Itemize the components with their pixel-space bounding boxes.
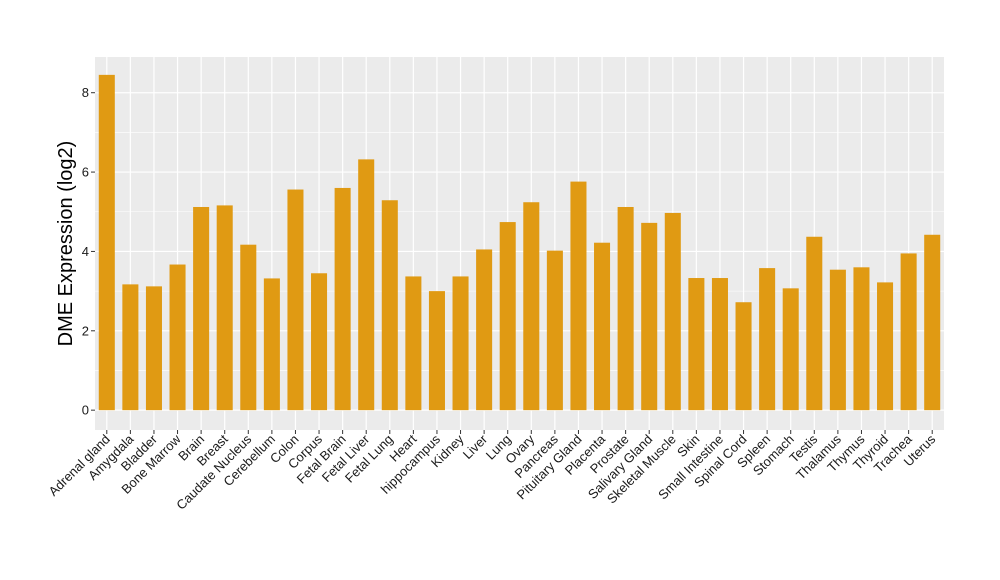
bar: [523, 202, 540, 411]
bar: [122, 284, 139, 411]
bar: [405, 276, 422, 411]
x-tick-label: Liver: [460, 431, 491, 462]
y-tick-label: 2: [82, 323, 89, 338]
bar: [617, 206, 634, 411]
y-axis-title: DME Expression (log2): [55, 141, 77, 347]
bar: [145, 286, 162, 411]
minor-gridlines: [95, 132, 944, 371]
bar: [594, 242, 611, 411]
bar: [546, 250, 563, 411]
bar: [877, 282, 894, 411]
bar: [900, 253, 917, 411]
bar: [499, 222, 516, 411]
bar: [570, 181, 587, 411]
bar: [311, 273, 328, 411]
y-tick-label: 4: [82, 244, 89, 259]
bar: [924, 234, 941, 411]
bar: [358, 159, 375, 411]
y-tick-label: 6: [82, 165, 89, 180]
bar: [735, 302, 752, 411]
y-axis: 0 2 4 6 8: [82, 85, 95, 418]
bars-group: [98, 74, 941, 411]
bar: [664, 212, 681, 411]
bar: [287, 189, 304, 411]
bar: [759, 268, 776, 411]
bar: [711, 278, 728, 411]
bar: [98, 74, 115, 411]
bar: [240, 244, 257, 411]
y-tick-label: 8: [82, 85, 89, 100]
bar: [334, 187, 351, 411]
bar: [169, 264, 186, 411]
bar: [782, 288, 799, 411]
bar: [452, 276, 469, 411]
bar: [641, 222, 658, 411]
bar: [806, 236, 823, 411]
bar: [829, 269, 846, 411]
plot-panel: [95, 57, 944, 430]
bar: [428, 291, 445, 411]
bar: [853, 267, 870, 411]
bar: [263, 278, 280, 411]
bar: [216, 205, 233, 411]
bar: [476, 249, 493, 411]
y-tick-label: 0: [82, 403, 89, 418]
bar: [688, 278, 705, 411]
bar: [381, 200, 398, 411]
bar: [193, 206, 210, 411]
